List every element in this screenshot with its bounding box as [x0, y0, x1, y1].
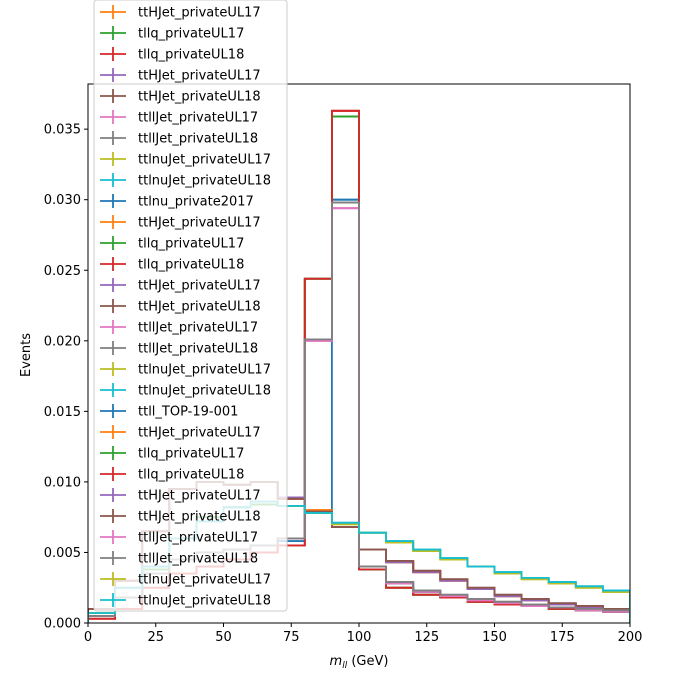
legend: ttHJet_privateUL17 tllq_privateUL17 tllq_p… — [93, 0, 288, 612]
x-tick-label: 25 — [147, 630, 164, 645]
x-tick-label: 50 — [215, 630, 232, 645]
y-tick-label: 0.015 — [44, 405, 81, 420]
x-axis-label-subscript: ll — [342, 661, 348, 671]
legend-label: ttHJet_privateUL17 — [138, 279, 261, 294]
y-tick-label: 0.020 — [44, 334, 81, 349]
legend-label: ttlnu_private2017 — [138, 195, 254, 210]
legend-label: tllq_privateUL17 — [138, 447, 244, 462]
y-axis: 0.000 0.005 0.010 0.015 0.020 0.025 0.030 0.035 — [44, 123, 88, 632]
legend-label: ttllJet_privateUL17 — [138, 321, 258, 336]
x-tick-label: 0 — [84, 630, 92, 645]
x-tick-label: 125 — [414, 630, 439, 645]
x-tick-label: 75 — [283, 630, 300, 645]
legend-label: ttll_TOP-19-001 — [138, 405, 238, 420]
y-tick-label: 0.005 — [44, 546, 81, 561]
legend-label: ttllJet_privateUL17 — [138, 111, 258, 126]
y-tick-label: 0.010 — [44, 475, 81, 490]
x-tick-label: 100 — [347, 630, 372, 645]
y-tick-label: 0.000 — [44, 617, 81, 632]
legend-label: tllq_privateUL18 — [138, 258, 244, 273]
legend-label: ttHJet_privateUL18 — [138, 510, 261, 525]
x-tick-label: 200 — [618, 630, 643, 645]
legend-label: ttHJet_privateUL18 — [138, 90, 261, 105]
y-axis-label: Events — [19, 333, 34, 377]
y-tick-label: 0.025 — [44, 264, 81, 279]
legend-label: ttllJet_privateUL17 — [138, 531, 258, 546]
x-axis-label-unit: (GeV) — [347, 654, 388, 669]
x-tick-label: 175 — [550, 630, 575, 645]
legend-label: tllq_privateUL18 — [138, 468, 244, 483]
legend-label: tllq_privateUL17 — [138, 237, 244, 252]
legend-frame — [93, 0, 288, 612]
legend-label: ttllJet_privateUL18 — [138, 552, 258, 567]
y-tick-label: 0.030 — [44, 193, 81, 208]
legend-label: ttHJet_privateUL17 — [138, 6, 261, 21]
legend-label: tllq_privateUL17 — [138, 27, 244, 42]
legend-label: ttHJet_privateUL17 — [138, 69, 261, 84]
x-tick-label: 150 — [482, 630, 507, 645]
x-axis-label: mll (GeV) — [330, 654, 389, 671]
y-tick-label: 0.035 — [44, 123, 81, 138]
legend-label: tllq_privateUL18 — [138, 48, 244, 63]
legend-label: ttlnuJet_privateUL17 — [138, 573, 271, 588]
legend-label: ttHJet_privateUL17 — [138, 426, 261, 441]
legend-label: ttHJet_privateUL17 — [138, 216, 261, 231]
legend-label: ttlnuJet_privateUL17 — [138, 153, 271, 168]
legend-label: ttlnuJet_privateUL18 — [138, 384, 271, 399]
legend-label: ttlnuJet_privateUL18 — [138, 174, 271, 189]
x-axis-label-main: m — [330, 654, 343, 669]
legend-label: ttllJet_privateUL18 — [138, 132, 258, 147]
x-axis: 0 25 50 75 100 125 150 175 200 — [84, 623, 643, 645]
legend-label: ttllJet_privateUL18 — [138, 342, 258, 357]
legend-label: ttHJet_privateUL18 — [138, 300, 261, 315]
legend-label: ttlnuJet_privateUL18 — [138, 594, 271, 609]
legend-label: ttlnuJet_privateUL17 — [138, 363, 271, 378]
legend-label: ttHJet_privateUL17 — [138, 489, 261, 504]
